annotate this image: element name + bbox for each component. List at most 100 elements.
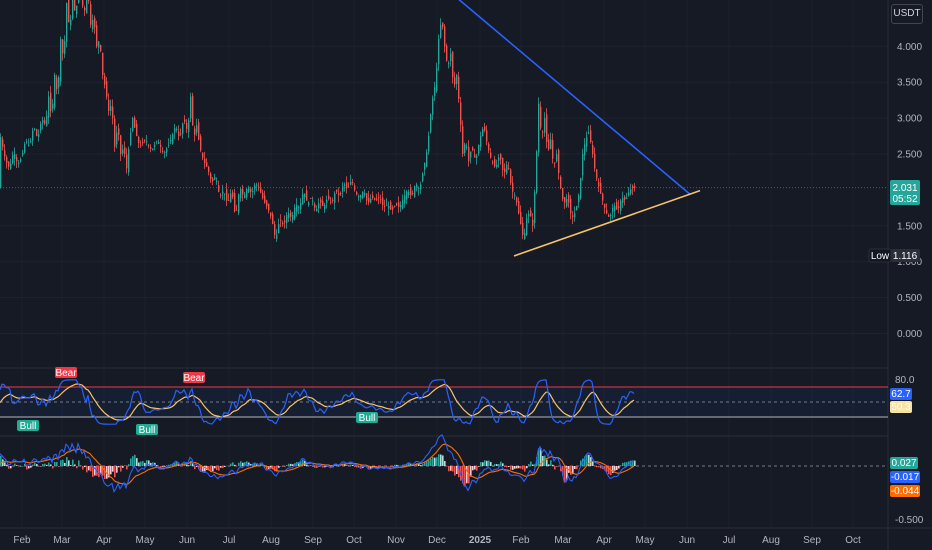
- candle-body: [370, 198, 372, 203]
- candle-body: [376, 198, 378, 200]
- macd-histogram-bar: [176, 461, 178, 466]
- candle-body: [464, 144, 466, 153]
- candle-body: [336, 189, 338, 192]
- macd-histogram-bar: [606, 466, 608, 472]
- macd-histogram-bar: [394, 464, 396, 466]
- macd-histogram-bar: [274, 466, 276, 472]
- candle-body: [62, 39, 64, 54]
- macd-histogram-bar: [522, 466, 524, 470]
- macd-histogram-bar: [286, 464, 288, 466]
- candle-body: [452, 51, 454, 78]
- candle-body: [152, 148, 154, 151]
- price-axis[interactable]: 4.000 3.500 3.000 2.500 1.500 1.000 0.500 0.000: [897, 42, 922, 340]
- macd-histogram-bar: [240, 461, 242, 466]
- macd-histogram-bar: [576, 466, 578, 470]
- candle-body: [84, 7, 86, 11]
- candle-body: [346, 182, 348, 189]
- candle-body: [482, 128, 484, 137]
- macd-histogram-bar: [524, 466, 526, 472]
- candle-body: [570, 198, 572, 214]
- macd-histogram-bar: [440, 454, 442, 466]
- macd-histogram-bar: [350, 464, 352, 466]
- macd-histogram-bar: [32, 464, 34, 466]
- macd-histogram-bar: [50, 464, 52, 466]
- macd-histogram-bar: [214, 466, 216, 469]
- macd-histogram-bar: [254, 462, 256, 466]
- time-tick-label: Aug: [762, 535, 780, 546]
- macd-histogram-bar: [476, 466, 478, 471]
- macd-histogram-bar: [194, 466, 196, 470]
- candle-body: [128, 149, 130, 173]
- macd-histogram-bar: [44, 463, 46, 466]
- macd-histogram-bar: [516, 466, 518, 469]
- macd-histogram-bar: [8, 466, 10, 469]
- macd-histogram-bar: [392, 466, 394, 467]
- macd-line-value: -0.017: [891, 472, 920, 483]
- macd-histogram-bar: [72, 459, 74, 466]
- candle-body: [418, 188, 420, 189]
- macd-histogram-bar: [16, 465, 18, 466]
- price-tick-label: 1.500: [897, 221, 922, 232]
- macd-histogram-bar: [554, 466, 556, 470]
- macd-histogram-bar: [596, 466, 598, 468]
- macd-histogram-bar: [2, 459, 4, 466]
- candle-body: [478, 145, 480, 154]
- macd-histogram-bar: [184, 463, 186, 466]
- candle-body: [206, 161, 208, 167]
- candle-body: [272, 213, 274, 225]
- candle-body: [536, 151, 538, 193]
- macd-histogram-bar: [512, 466, 514, 470]
- candle-body: [194, 128, 196, 135]
- macd-histogram-bar: [40, 466, 42, 467]
- price-tick-label: 3.000: [897, 114, 922, 125]
- macd-histogram-bar: [570, 466, 572, 475]
- candle-body: [70, 19, 72, 26]
- macd-histogram-bar: [236, 466, 238, 467]
- candle-body: [384, 206, 386, 207]
- time-tick-label: Apr: [596, 535, 612, 546]
- candle-body: [40, 123, 42, 131]
- candle-body: [352, 182, 354, 183]
- macd-histogram-bar: [380, 466, 382, 467]
- macd-histogram-bar: [374, 466, 376, 467]
- macd-histogram-bar: [528, 464, 530, 466]
- candle-body: [444, 26, 446, 47]
- macd-histogram-bar: [400, 465, 402, 467]
- candle-body: [256, 184, 258, 186]
- candle-body: [196, 125, 198, 133]
- candle-body: [112, 106, 114, 119]
- time-tick-label: Oct: [346, 535, 362, 546]
- macd-histogram-bar: [110, 466, 112, 475]
- macd-histogram-bar: [172, 463, 174, 466]
- macd-histogram-bar: [340, 465, 342, 466]
- macd-histogram-bar: [36, 464, 38, 466]
- upper-trendline[interactable]: [442, 0, 691, 195]
- time-axis[interactable]: Feb Mar Apr May Jun Jul Aug Sep Oct Nov Dec 2025 Feb…: [13, 535, 861, 546]
- candle-body: [54, 75, 56, 108]
- macd-histogram-bar: [618, 466, 620, 469]
- currency-button[interactable]: USDT: [891, 4, 923, 24]
- macd-histogram-bar: [546, 459, 548, 466]
- macd-histogram-bar: [406, 464, 408, 466]
- macd-histogram-bar: [634, 460, 636, 466]
- macd-histogram-bar: [64, 462, 66, 466]
- candle-body: [292, 215, 294, 221]
- macd-histogram-bar: [414, 464, 416, 466]
- macd-histogram-bar: [120, 466, 122, 472]
- candle-body: [616, 201, 618, 210]
- candle-body: [36, 129, 38, 137]
- candle-body: [146, 141, 148, 143]
- candle-body: [484, 126, 486, 131]
- macd-histogram-bar: [318, 466, 320, 467]
- candle-body: [532, 219, 534, 226]
- candle-body: [430, 114, 432, 133]
- macd-histogram-bar: [632, 460, 634, 466]
- lower-trendline[interactable]: [513, 189, 701, 257]
- candle-body: [348, 186, 350, 188]
- candle-body: [420, 184, 422, 190]
- candle-body: [20, 159, 22, 162]
- rsi-signal-bear-2: Bear: [183, 372, 205, 384]
- macd-histogram-bar: [210, 466, 212, 473]
- candle-body: [10, 163, 12, 169]
